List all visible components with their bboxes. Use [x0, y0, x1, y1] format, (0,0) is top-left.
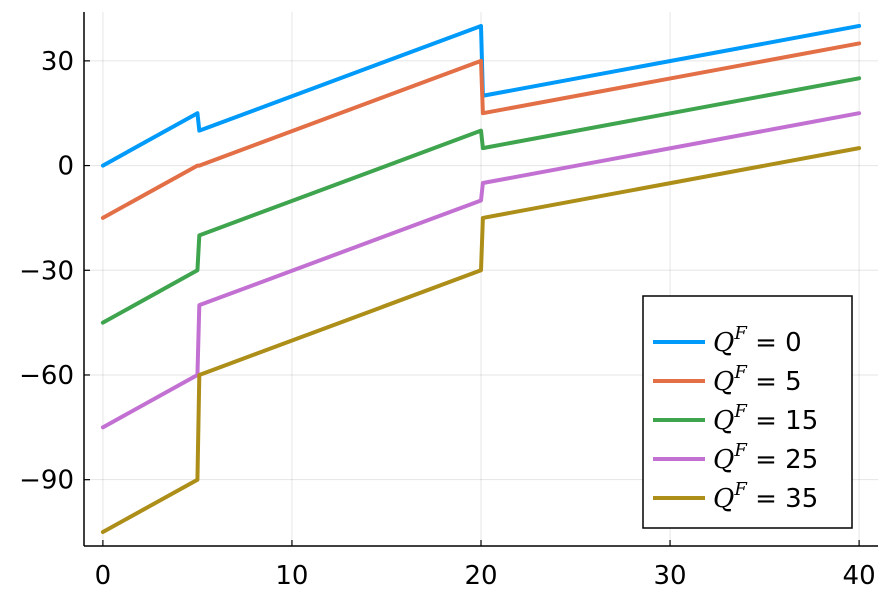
tick-labels: 0 10 20 30 40 30 0 −30 −60 −90 — [19, 47, 876, 591]
legend-entry: QF = 0 — [713, 323, 802, 358]
series-lines — [100, 23, 862, 535]
y-tick-label: 0 — [57, 152, 74, 182]
legend-entry: QF = 5 — [713, 362, 802, 397]
x-tick-label: 30 — [654, 561, 687, 591]
axes — [83, 12, 878, 547]
series-line-2 — [100, 76, 862, 325]
legend-box — [642, 295, 853, 529]
legend-entry: QF = 25 — [713, 440, 818, 475]
series-line-4 — [100, 146, 862, 535]
legend-entry: QF = 15 — [713, 401, 818, 436]
y-tick-label: −90 — [19, 466, 74, 496]
series-line-1 — [100, 41, 862, 220]
x-tick-label: 20 — [464, 561, 497, 591]
series-line-3 — [100, 111, 862, 430]
y-tick-label: −60 — [19, 361, 74, 391]
legend-entry: QF = 35 — [713, 479, 818, 514]
legend: QF = 0 QF = 5 QF = 15 QF = 25 QF = 35 — [642, 295, 853, 529]
x-tick-label: 10 — [275, 561, 308, 591]
y-tick-label: 30 — [41, 47, 74, 77]
x-tick-label: 0 — [95, 561, 112, 591]
x-tick-label: 40 — [843, 561, 876, 591]
series-line-0 — [100, 23, 862, 168]
y-tick-label: −30 — [19, 256, 74, 286]
